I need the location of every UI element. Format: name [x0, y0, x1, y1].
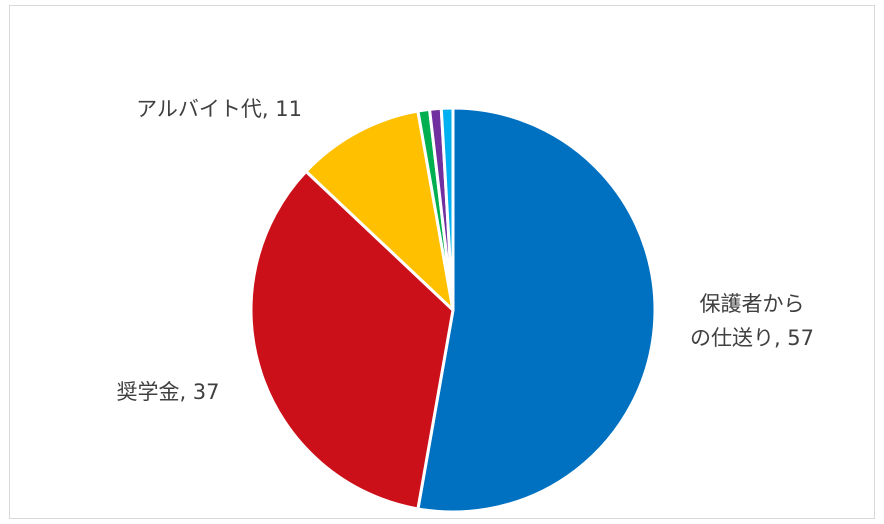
pie-slice	[304, 109, 455, 312]
data-label-line: の仕送り, 57	[690, 326, 814, 350]
pie-slice	[249, 169, 455, 511]
data-labels: 保護者からの仕送り, 57 奨学金, 37 アルバイト代, 11	[116, 97, 814, 404]
data-label: 保護者からの仕送り, 57	[690, 292, 814, 350]
pie-slice	[439, 106, 455, 312]
data-label: アルバイト代, 11	[136, 97, 302, 121]
pie-slice	[416, 106, 657, 514]
data-label-line: 奨学金, 37	[116, 380, 219, 404]
data-label-line: 保護者から	[700, 292, 805, 316]
data-label-line: アルバイト代, 11	[136, 97, 302, 121]
pie-slices	[249, 106, 657, 514]
data-label: 奨学金, 37	[116, 380, 219, 404]
